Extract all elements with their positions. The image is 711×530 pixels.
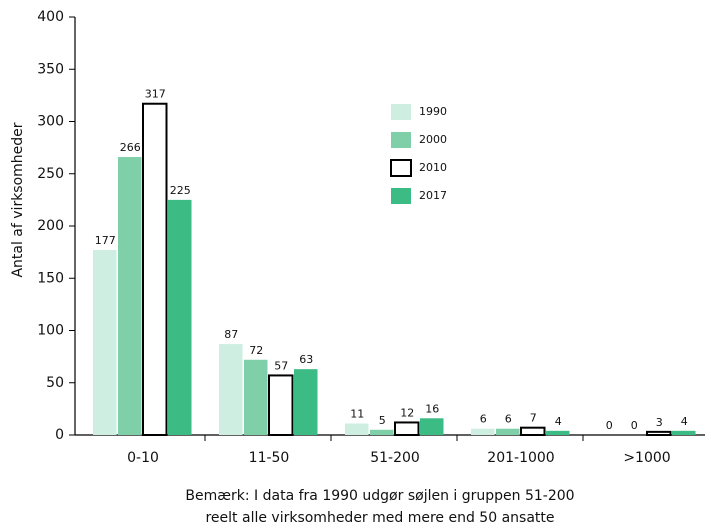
legend-label: 2017 (419, 189, 447, 202)
y-tick-label: 400 (37, 9, 64, 25)
bar (646, 430, 672, 436)
bar (672, 430, 696, 435)
value-label: 63 (299, 353, 313, 366)
value-label: 16 (425, 402, 439, 415)
bar (496, 428, 520, 435)
bar (168, 199, 192, 435)
value-label: 12 (400, 406, 414, 419)
x-tick-label: 201-1000 (487, 450, 554, 466)
bar (118, 157, 142, 435)
bar (546, 430, 570, 435)
bar (520, 426, 546, 436)
legend-swatch (390, 159, 412, 177)
bar (294, 369, 318, 435)
y-tick-label: 300 (37, 114, 64, 130)
legend-swatch (391, 104, 411, 120)
legend-label: 2010 (419, 161, 447, 174)
value-label: 72 (249, 344, 263, 357)
bar (394, 421, 420, 436)
value-label: 57 (274, 359, 288, 372)
bar (471, 428, 495, 435)
value-label: 11 (350, 408, 364, 421)
y-axis-label: Antal af virksomheder (10, 122, 26, 277)
y-tick-label: 350 (37, 61, 64, 77)
bar (93, 250, 117, 435)
bar (370, 429, 394, 435)
value-label: 177 (95, 234, 116, 247)
bar (244, 359, 268, 435)
value-label: 3 (656, 416, 663, 429)
x-tick-label: 11-50 (249, 450, 290, 466)
x-tick-label: >1000 (623, 450, 670, 466)
value-label: 6 (505, 413, 512, 426)
value-label: 87 (224, 328, 238, 341)
value-label: 4 (681, 415, 688, 428)
y-tick-label: 200 (37, 218, 64, 234)
y-tick-label: 150 (37, 270, 64, 286)
x-tick-label: 51-200 (370, 450, 420, 466)
note: Bemærk: I data fra 1990 udgør søjlen i g… (185, 488, 574, 504)
y-tick-label: 100 (37, 323, 64, 339)
value-label: 266 (120, 141, 141, 154)
value-label: 0 (606, 419, 613, 432)
value-label: 317 (145, 88, 166, 101)
value-label: 225 (170, 184, 191, 197)
bar (345, 423, 369, 435)
bar (142, 102, 168, 437)
y-tick-label: 0 (55, 427, 64, 443)
bar (268, 374, 294, 436)
value-label: 4 (555, 415, 562, 428)
value-label: 6 (480, 413, 487, 426)
x-tick-label: 0-10 (127, 450, 159, 466)
bar (420, 418, 444, 435)
y-tick-label: 250 (37, 166, 64, 182)
legend-swatch (391, 132, 411, 148)
bar (219, 344, 243, 435)
value-label: 0 (631, 419, 638, 432)
value-label: 7 (530, 412, 537, 425)
y-tick-label: 50 (46, 375, 64, 391)
legend-swatch (391, 188, 411, 204)
note: reelt alle virksomheder med mere end 50 … (205, 510, 554, 526)
legend-label: 1990 (419, 105, 447, 118)
legend-label: 2000 (419, 133, 447, 146)
value-label: 5 (379, 414, 386, 427)
